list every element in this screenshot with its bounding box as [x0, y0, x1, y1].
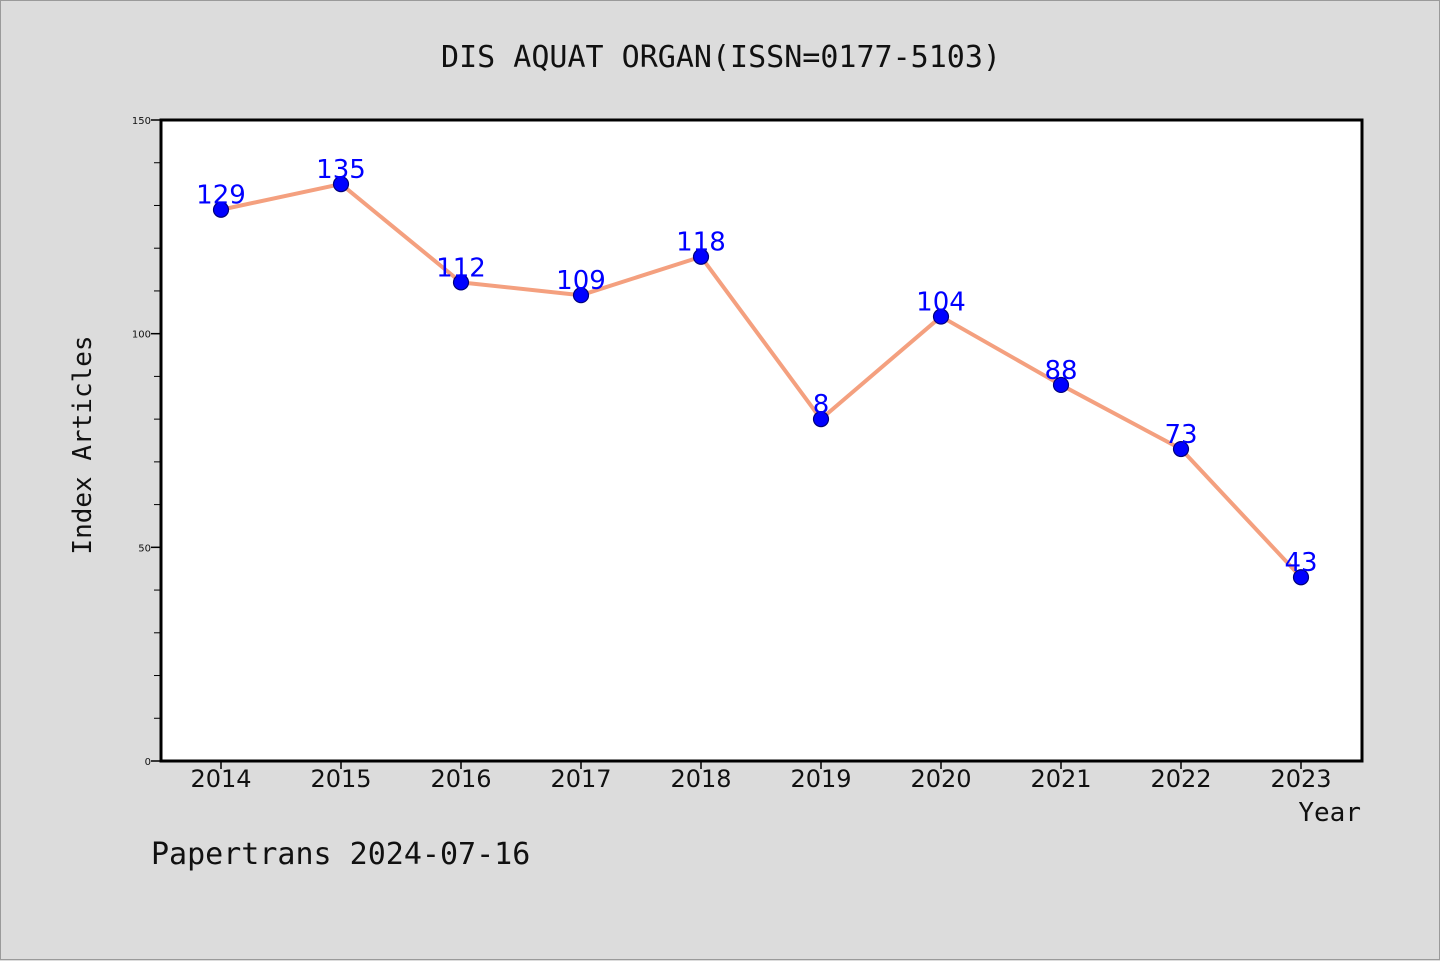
data-label: 73	[1164, 420, 1197, 450]
x-tick-label: 2014	[190, 765, 251, 793]
data-point	[572, 287, 590, 304]
y-axis: 0 50 100 150	[132, 116, 161, 768]
data-point	[1292, 569, 1310, 586]
data-label: 104	[916, 288, 966, 318]
data-point	[812, 411, 830, 428]
x-tick-label: 2017	[550, 765, 611, 793]
data-point	[452, 274, 470, 291]
data-label: 88	[1044, 356, 1077, 386]
data-labels: 129 135 112 109 118 8 104 88 73 43	[196, 155, 1317, 578]
y-tick-label: 0	[145, 757, 151, 768]
x-tick-label: 2018	[670, 765, 731, 793]
x-tick-label: 2023	[1270, 765, 1331, 793]
data-point	[332, 176, 350, 193]
data-point	[692, 248, 710, 265]
data-label: 135	[316, 155, 366, 185]
data-label: 8	[813, 390, 830, 420]
series-line-group	[212, 176, 1310, 586]
y-tick-label: 50	[138, 543, 151, 554]
x-axis-label: Year	[1298, 798, 1361, 828]
y-tick-label: 150	[132, 116, 151, 127]
series-line	[219, 182, 1303, 580]
data-point	[1172, 440, 1190, 458]
data-label: 118	[676, 228, 726, 258]
footer-credit: Papertrans 2024-07-16	[151, 837, 530, 872]
x-tick-label: 2016	[430, 765, 491, 793]
y-axis-label: Index Articles	[68, 335, 98, 554]
data-label: 112	[436, 253, 486, 283]
x-tick-label: 2019	[790, 765, 851, 793]
data-label: 129	[196, 181, 246, 211]
x-axis: 2014 2015 2016 2017 2018 2019 2020 2021 2022 2023	[190, 761, 1332, 793]
data-point	[1052, 376, 1070, 394]
x-tick-label: 2015	[310, 765, 371, 793]
chart-title: DIS AQUAT ORGAN(ISSN=0177-5103)	[441, 40, 1001, 75]
y-tick-label: 100	[132, 330, 151, 341]
data-point	[932, 308, 950, 325]
data-point	[212, 201, 230, 218]
x-tick-label: 2020	[910, 765, 971, 793]
x-tick-label: 2021	[1030, 765, 1091, 793]
data-label: 43	[1284, 548, 1317, 578]
data-label: 109	[556, 266, 606, 296]
x-tick-label: 2022	[1150, 765, 1211, 793]
